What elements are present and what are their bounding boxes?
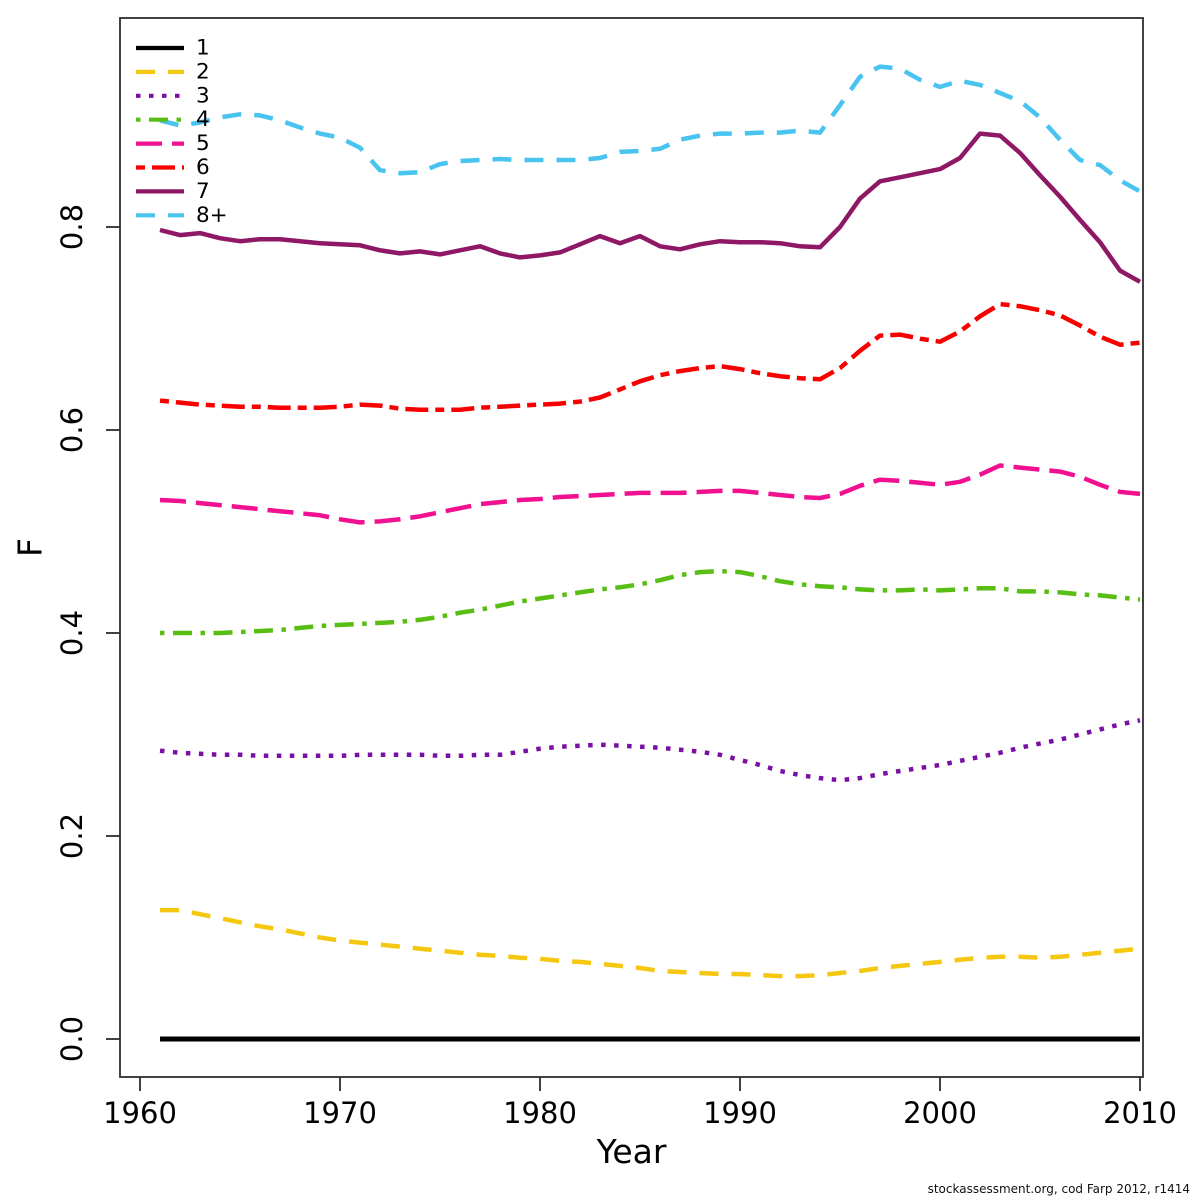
series-line-5 xyxy=(159,463,1141,525)
x-tick-label: 1990 xyxy=(703,1096,777,1130)
x-tick-label: 2000 xyxy=(903,1096,977,1130)
y-tick-label: 0.0 xyxy=(55,1016,89,1062)
legend-label-3: 3 xyxy=(196,83,210,108)
y-axis-title: F xyxy=(11,538,50,557)
legend-label-6: 6 xyxy=(196,155,210,180)
plot-box xyxy=(119,17,1144,1078)
x-tick-label: 1980 xyxy=(503,1096,577,1130)
legend-label-4: 4 xyxy=(196,107,210,132)
series-line-8+ xyxy=(159,64,1142,194)
watermark-text: stockassessment.org, cod Farp 2012, r141… xyxy=(927,1182,1190,1196)
legend-label-2: 2 xyxy=(196,59,210,84)
legend-label-1: 1 xyxy=(196,36,210,61)
y-tick-label: 0.6 xyxy=(55,407,89,453)
x-tick-label: 1960 xyxy=(103,1096,177,1130)
y-tick-label: 0.8 xyxy=(55,204,89,250)
series-line-6 xyxy=(159,301,1141,412)
x-axis-title: Year xyxy=(596,1132,667,1171)
series-line-3 xyxy=(159,718,1141,783)
series-line-7 xyxy=(159,131,1142,284)
x-tick-label: 1970 xyxy=(303,1096,377,1130)
y-tick-label: 0.2 xyxy=(55,813,89,859)
y-tick-label: 0.4 xyxy=(55,610,89,656)
legend-label-7: 7 xyxy=(196,179,210,204)
legend-label-8+: 8+ xyxy=(196,203,228,228)
legend-label-5: 5 xyxy=(196,131,210,156)
x-tick-label: 2010 xyxy=(1103,1096,1177,1130)
series-line-4 xyxy=(160,568,1141,636)
series-line-2 xyxy=(160,907,1141,979)
